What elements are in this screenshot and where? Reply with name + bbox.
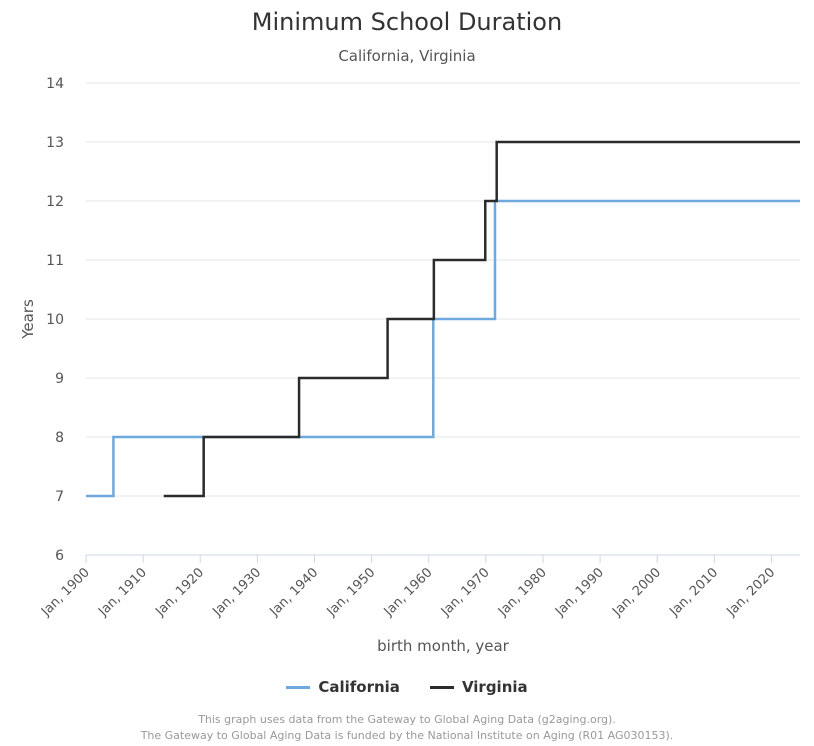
x-tick-label: Jan, 1940 bbox=[267, 565, 322, 620]
x-tick-label: Jan, 2000 bbox=[609, 565, 664, 620]
legend-swatch-california bbox=[286, 685, 311, 689]
x-tick-label: Jan, 1970 bbox=[438, 565, 493, 620]
x-tick-label: Jan, 1910 bbox=[95, 565, 150, 620]
x-tick-label: Jan, 1990 bbox=[552, 565, 607, 620]
series-line-virginia bbox=[163, 140, 800, 498]
y-tick-label: 8 bbox=[55, 430, 64, 446]
y-tick-label: 11 bbox=[46, 253, 64, 269]
credits-line-2: The Gateway to Global Aging Data is fund… bbox=[140, 729, 674, 742]
credits-line-1: This graph uses data from the Gateway to… bbox=[198, 713, 616, 726]
chart-legend: California Virginia bbox=[0, 678, 814, 696]
legend-item-virginia[interactable]: Virginia bbox=[429, 678, 528, 696]
chart-plot: 6 7 8 9 10 11 12 13 14 Jan, 1900 Jan, 1910 Jan, 192… bbox=[19, 76, 800, 655]
x-tick-label: Jan, 1960 bbox=[381, 565, 436, 620]
series-line-california bbox=[86, 199, 800, 498]
y-tick-label: 6 bbox=[55, 548, 64, 564]
y-axis-title: Years bbox=[19, 299, 37, 340]
y-tick-label: 12 bbox=[46, 194, 64, 210]
x-tick-label: Jan, 2020 bbox=[724, 565, 779, 620]
legend-label-virginia: Virginia bbox=[461, 678, 528, 696]
y-tick-label: 10 bbox=[46, 312, 64, 328]
legend-item-california[interactable]: California bbox=[286, 678, 400, 696]
y-tick-label: 9 bbox=[55, 371, 64, 387]
x-tick-label: Jan, 1950 bbox=[324, 565, 379, 620]
legend-label-california: California bbox=[318, 678, 400, 696]
chart-credits: This graph uses data from the Gateway to… bbox=[0, 712, 814, 744]
y-tick-label: 13 bbox=[46, 135, 64, 151]
x-tick-label: Jan, 1980 bbox=[495, 565, 550, 620]
y-tick-label: 14 bbox=[46, 76, 64, 92]
x-axis-title: birth month, year bbox=[377, 637, 510, 655]
x-tick-label: Jan, 1930 bbox=[209, 565, 264, 620]
legend-swatch-virginia bbox=[429, 685, 454, 689]
chart-title: Minimum School Duration bbox=[251, 8, 563, 36]
x-tick-label: Jan, 2010 bbox=[666, 565, 721, 620]
x-tick-label: Jan, 1920 bbox=[152, 565, 207, 620]
chart-subtitle: California, Virginia bbox=[338, 47, 476, 65]
x-tick-label: Jan, 1900 bbox=[38, 565, 93, 620]
y-tick-label: 7 bbox=[55, 489, 64, 505]
